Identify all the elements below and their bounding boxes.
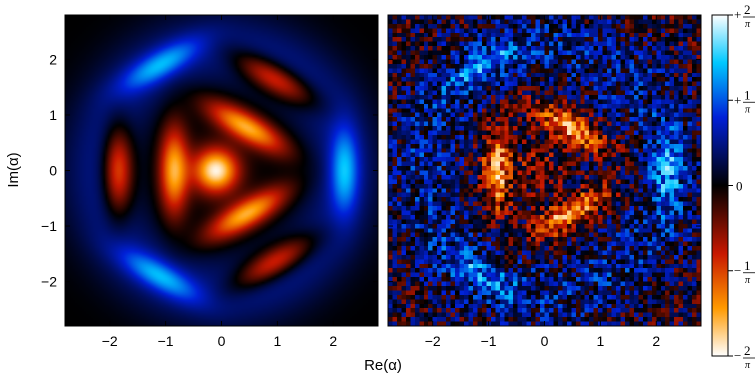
colorbar-tick-sign: − <box>734 348 741 363</box>
y-tick-label: 2 <box>49 51 57 67</box>
x-axis-label: Re(α) <box>364 357 402 374</box>
x-tick-label: 0 <box>218 333 226 349</box>
x-tick-label: 2 <box>329 333 337 349</box>
y-tick-label: 1 <box>49 107 57 123</box>
colorbar-tick-denominator: π <box>745 104 751 115</box>
y-tick-label: −2 <box>41 274 57 290</box>
x-tick-label: −2 <box>425 333 441 349</box>
colorbar-tick-sign: − <box>734 263 741 278</box>
colorbar-gradient <box>711 14 729 357</box>
x-tick-label: 1 <box>273 333 281 349</box>
colorbar-ticks: +2π+ 1π0− 1π− 2π <box>728 2 755 371</box>
colorbar-tick-numerator: 1 <box>744 258 751 273</box>
right-ticks: −2 −1 0 1 2 <box>388 15 701 349</box>
colorbar-tick-denominator: π <box>745 275 751 286</box>
right-heatmap <box>388 15 701 326</box>
x-tick-label: 1 <box>596 333 604 349</box>
y-tick-label: −1 <box>41 218 57 234</box>
x-tick-label: −2 <box>102 333 118 349</box>
colorbar-tick-sign: + <box>734 92 741 107</box>
right-panel: −2 −1 0 1 2 <box>387 14 702 349</box>
x-tick-label: 0 <box>541 333 549 349</box>
left-panel: −2 −1 0 1 2 2 1 0 −1 −2 Im(α) <box>5 14 379 349</box>
colorbar-tick-label: 0 <box>736 179 743 194</box>
x-tick-label: 2 <box>652 333 660 349</box>
colorbar-tick-denominator: π <box>745 19 751 30</box>
x-tick-label: −1 <box>481 333 497 349</box>
colorbar-tick-numerator: 2 <box>744 343 751 358</box>
y-axis-label: Im(α) <box>5 152 22 187</box>
colorbar-tick-sign: + <box>734 7 741 22</box>
x-tick-label: −1 <box>158 333 174 349</box>
colorbar: +2π+ 1π0− 1π− 2π <box>711 2 755 371</box>
colorbar-tick-denominator: π <box>745 360 751 371</box>
y-tick-label: 0 <box>49 163 57 179</box>
left-ticks: −2 −1 0 1 2 2 1 0 −1 −2 <box>41 15 378 349</box>
left-heatmap <box>65 15 378 326</box>
colorbar-tick-numerator: 1 <box>744 87 751 102</box>
colorbar-tick-numerator: 2 <box>744 2 751 17</box>
